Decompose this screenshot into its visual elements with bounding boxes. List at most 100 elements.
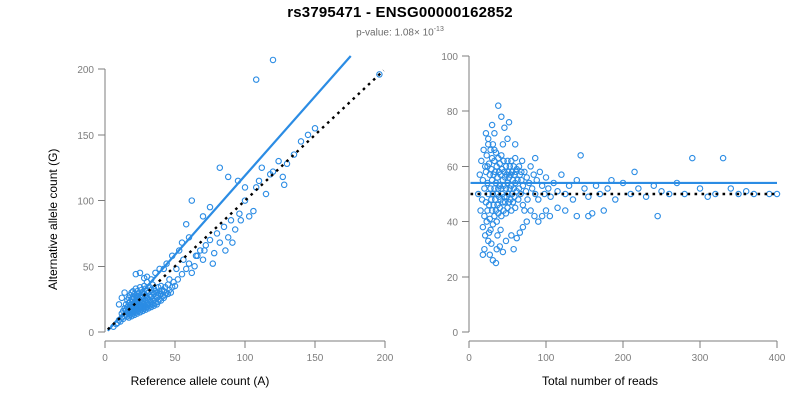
x-axis-tick-label: 50	[169, 353, 181, 364]
data-point	[224, 173, 232, 181]
data-point	[502, 237, 510, 245]
data-point	[538, 212, 546, 220]
y-axis-tick-label: 150	[77, 131, 94, 142]
data-point	[536, 168, 544, 176]
axes-group: 0 20 40 60 80 100 0 100 200 300 400	[441, 52, 785, 364]
data-point	[202, 242, 210, 249]
data-point	[631, 168, 638, 176]
data-point	[719, 154, 727, 162]
data-point	[166, 276, 173, 283]
scatter-plot-right: 0 20 40 60 80 100 0 100 200 300 400	[441, 52, 785, 364]
data-point	[577, 152, 584, 159]
data-point	[689, 154, 696, 162]
data-point	[516, 229, 524, 236]
data-point	[519, 223, 527, 231]
pvalue-text: p-value: 1.08× 10	[356, 27, 434, 39]
data-point	[528, 185, 536, 192]
data-point	[523, 218, 531, 225]
data-point	[604, 185, 611, 192]
data-point	[479, 223, 487, 231]
data-point	[522, 187, 530, 195]
data-point	[497, 226, 504, 234]
data-point	[523, 174, 531, 181]
data-points-group	[474, 102, 781, 267]
trend-lines-group	[470, 181, 777, 196]
scatter-plot-left: 0 50 100 150 200 0 50 100 150 200	[77, 55, 394, 364]
data-point	[515, 163, 523, 170]
data-point	[554, 187, 561, 195]
data-point	[311, 125, 319, 132]
data-point	[486, 215, 494, 223]
data-point	[504, 157, 511, 165]
data-point	[236, 210, 243, 217]
data-point	[635, 185, 642, 192]
x-axis-tick-label: 400	[769, 353, 786, 364]
data-point	[216, 164, 224, 171]
data-point	[519, 201, 527, 209]
data-point	[304, 131, 312, 139]
data-point	[157, 282, 165, 290]
data-point	[498, 113, 505, 120]
y-axis-tick-label: 40	[447, 218, 459, 229]
data-point	[511, 141, 519, 148]
data-point	[194, 252, 201, 260]
trend-lines-group	[106, 55, 385, 332]
data-point	[252, 76, 260, 83]
regression-line	[106, 55, 352, 332]
data-point	[542, 174, 550, 181]
data-point	[191, 263, 198, 270]
data-point	[482, 130, 490, 137]
data-point	[569, 196, 577, 203]
data-point	[495, 102, 502, 109]
data-point	[163, 260, 170, 267]
data-point	[494, 232, 501, 239]
data-point	[224, 234, 232, 241]
data-point	[262, 190, 270, 198]
data-point	[535, 218, 542, 225]
data-point	[521, 168, 528, 176]
data-point	[376, 71, 383, 78]
data-point	[275, 157, 282, 165]
data-point	[237, 217, 245, 224]
data-point	[531, 190, 539, 198]
data-point	[481, 185, 488, 192]
data-point	[199, 213, 207, 220]
data-point	[524, 196, 531, 203]
data-point	[245, 213, 253, 220]
data-point	[481, 232, 489, 239]
data-point	[485, 229, 493, 236]
data-point	[517, 190, 524, 198]
data-point	[206, 203, 214, 211]
data-point	[486, 251, 494, 258]
data-point	[118, 294, 126, 302]
data-point	[185, 260, 193, 267]
data-point	[499, 248, 507, 256]
data-point	[180, 256, 187, 263]
data-point	[530, 171, 537, 178]
data-point	[485, 201, 493, 209]
data-points-group	[110, 56, 383, 330]
data-point	[476, 171, 484, 178]
data-point	[229, 239, 236, 246]
x-axis-tick-label: 0	[102, 353, 108, 364]
data-point	[481, 212, 488, 220]
data-point	[511, 154, 519, 162]
y-axis-tick-label: 200	[77, 65, 94, 76]
data-point	[493, 218, 500, 225]
data-point	[515, 196, 522, 203]
data-point	[481, 245, 488, 253]
data-point	[478, 157, 485, 165]
data-point	[518, 168, 525, 176]
y-axis-tick-label: 50	[83, 262, 95, 273]
data-point	[742, 187, 750, 195]
x-axis-tick-label: 100	[237, 353, 254, 364]
y-axis-tick-label: 0	[452, 328, 458, 339]
data-point	[531, 154, 539, 162]
data-point	[220, 223, 228, 231]
data-point	[136, 269, 144, 277]
data-point	[558, 171, 565, 178]
data-point	[513, 234, 520, 242]
data-point	[510, 245, 517, 253]
data-point	[491, 196, 499, 203]
data-point	[585, 212, 592, 220]
